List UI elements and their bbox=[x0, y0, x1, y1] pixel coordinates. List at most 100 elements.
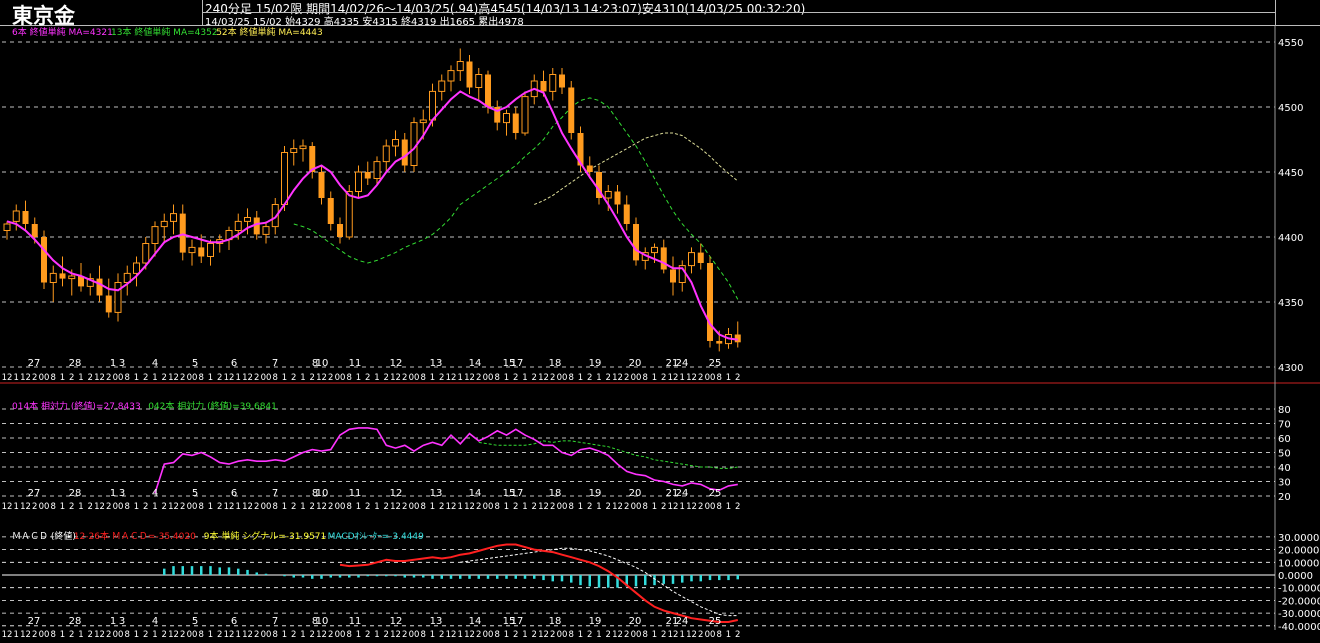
day-label: 6 bbox=[231, 616, 237, 627]
session-label: 2 bbox=[439, 373, 444, 383]
candle-body-up bbox=[290, 148, 298, 154]
candle-body-down bbox=[59, 273, 66, 279]
session-label: 8 bbox=[421, 373, 426, 383]
session-label: 00 bbox=[187, 630, 198, 640]
session-label: 2 bbox=[69, 373, 74, 383]
session-label: 00 bbox=[261, 373, 272, 383]
day-label: 21 bbox=[666, 358, 679, 369]
session-label: 2 bbox=[532, 502, 537, 512]
day-label: 12 bbox=[390, 358, 403, 369]
day-label: 17 bbox=[511, 616, 524, 627]
session-label: 00 bbox=[631, 630, 642, 640]
session-label: 00 bbox=[187, 502, 198, 512]
session-label: 8 bbox=[199, 630, 204, 640]
header-right-border bbox=[1275, 0, 1276, 25]
rsi-lines bbox=[154, 427, 738, 494]
session-label: 2 bbox=[476, 502, 481, 512]
session-label: 00 bbox=[409, 373, 420, 383]
candle-body-up bbox=[382, 145, 390, 163]
session-label: 2 bbox=[365, 502, 370, 512]
rsi42-line bbox=[478, 440, 738, 469]
session-label: 1 bbox=[652, 373, 657, 383]
header-divider bbox=[203, 12, 1275, 13]
session-label: 2 bbox=[402, 373, 407, 383]
session-label: 00 bbox=[335, 502, 346, 512]
day-label: 15 bbox=[503, 616, 516, 627]
session-label: 1 bbox=[652, 630, 657, 640]
session-label: 2 bbox=[439, 630, 444, 640]
session-label: 12 bbox=[224, 373, 235, 383]
candle-body-up bbox=[438, 80, 446, 92]
price-legend-item: 52本 終値単純 MA=4443 bbox=[216, 26, 323, 38]
price-grid bbox=[0, 26, 1320, 630]
price-axis: 4550 4500 4450 4400 4350 4300 bbox=[1278, 38, 1303, 374]
candle-body-down bbox=[559, 74, 565, 88]
candle-body-down bbox=[31, 224, 38, 237]
macd-legend-item: 12-26本 ＭＡＣＤ=-35.4020 bbox=[74, 530, 196, 542]
session-label: 8 bbox=[421, 630, 426, 640]
candle-body-up bbox=[549, 74, 557, 92]
day-label: 14 bbox=[469, 616, 482, 627]
session-label: 2 bbox=[513, 630, 518, 640]
day-label: 25 bbox=[709, 616, 722, 627]
session-label: 1 bbox=[134, 502, 139, 512]
session-label: 1 bbox=[726, 502, 731, 512]
candle-body-up bbox=[114, 282, 122, 313]
session-label: 1 bbox=[522, 630, 527, 640]
instrument-title: 東京金 bbox=[12, 4, 75, 28]
session-label: 12 bbox=[686, 502, 697, 512]
session-label: 12 bbox=[94, 373, 105, 383]
candle-body-down bbox=[401, 139, 408, 166]
candle-body-up bbox=[207, 243, 214, 257]
day-label: 21 bbox=[666, 488, 679, 499]
session-label: 1 bbox=[578, 373, 583, 383]
candle-body-down bbox=[577, 133, 584, 166]
session-label: 2 bbox=[180, 502, 185, 512]
session-label: 1 bbox=[356, 630, 361, 640]
session-label: 1 bbox=[680, 630, 685, 640]
session-label: 1 bbox=[726, 630, 731, 640]
day-label: 17 bbox=[511, 488, 524, 499]
macd-oscillator-bars bbox=[163, 566, 739, 588]
candlestick-series[interactable] bbox=[3, 48, 741, 352]
session-label: 8 bbox=[347, 630, 352, 640]
session-label: 2 bbox=[143, 630, 148, 640]
candle-body-up bbox=[281, 152, 288, 205]
day-label: 21 bbox=[666, 616, 679, 627]
session-label: 12 bbox=[168, 630, 179, 640]
candle-body-down bbox=[41, 237, 47, 283]
price-legend-item: 13本 終値単純 MA=4352 bbox=[111, 26, 218, 38]
session-label: 12 bbox=[224, 502, 235, 512]
session-label: 2 bbox=[106, 373, 111, 383]
session-label: 8 bbox=[199, 373, 204, 383]
session-label: 00 bbox=[483, 373, 494, 383]
rsi-legend-item: 042本 相対力 (終値)=39.6841 bbox=[148, 400, 277, 412]
session-label: 2 bbox=[365, 373, 370, 383]
candle-body-up bbox=[419, 119, 427, 124]
candle-body-up bbox=[299, 145, 307, 150]
session-label: 2 bbox=[69, 502, 74, 512]
candle-body-down bbox=[78, 276, 84, 287]
rsi-tick-label: 30 bbox=[1278, 478, 1291, 489]
session-label: 00 bbox=[631, 502, 642, 512]
candle-body-down bbox=[540, 81, 547, 92]
session-label: 12 bbox=[538, 630, 549, 640]
session-label: 2 bbox=[106, 502, 111, 512]
candle-body-down bbox=[318, 172, 325, 198]
session-label: 1 bbox=[60, 630, 65, 640]
session-label: 1 bbox=[134, 630, 139, 640]
day-label: 5 bbox=[192, 616, 198, 627]
session-label: 12 bbox=[390, 373, 401, 383]
candle-body-down bbox=[179, 213, 186, 253]
macd-grid bbox=[2, 536, 1275, 627]
price-legend-item: 6本 終値単純 MA=4321 bbox=[12, 26, 113, 38]
candle-body-down bbox=[707, 263, 713, 341]
session-label: 2 bbox=[698, 502, 703, 512]
session-label: 00 bbox=[483, 630, 494, 640]
session-label: 12 bbox=[242, 502, 253, 512]
rsi-tick-label: 40 bbox=[1278, 463, 1291, 474]
candle-body-up bbox=[160, 220, 168, 228]
session-label: 1 bbox=[60, 502, 65, 512]
